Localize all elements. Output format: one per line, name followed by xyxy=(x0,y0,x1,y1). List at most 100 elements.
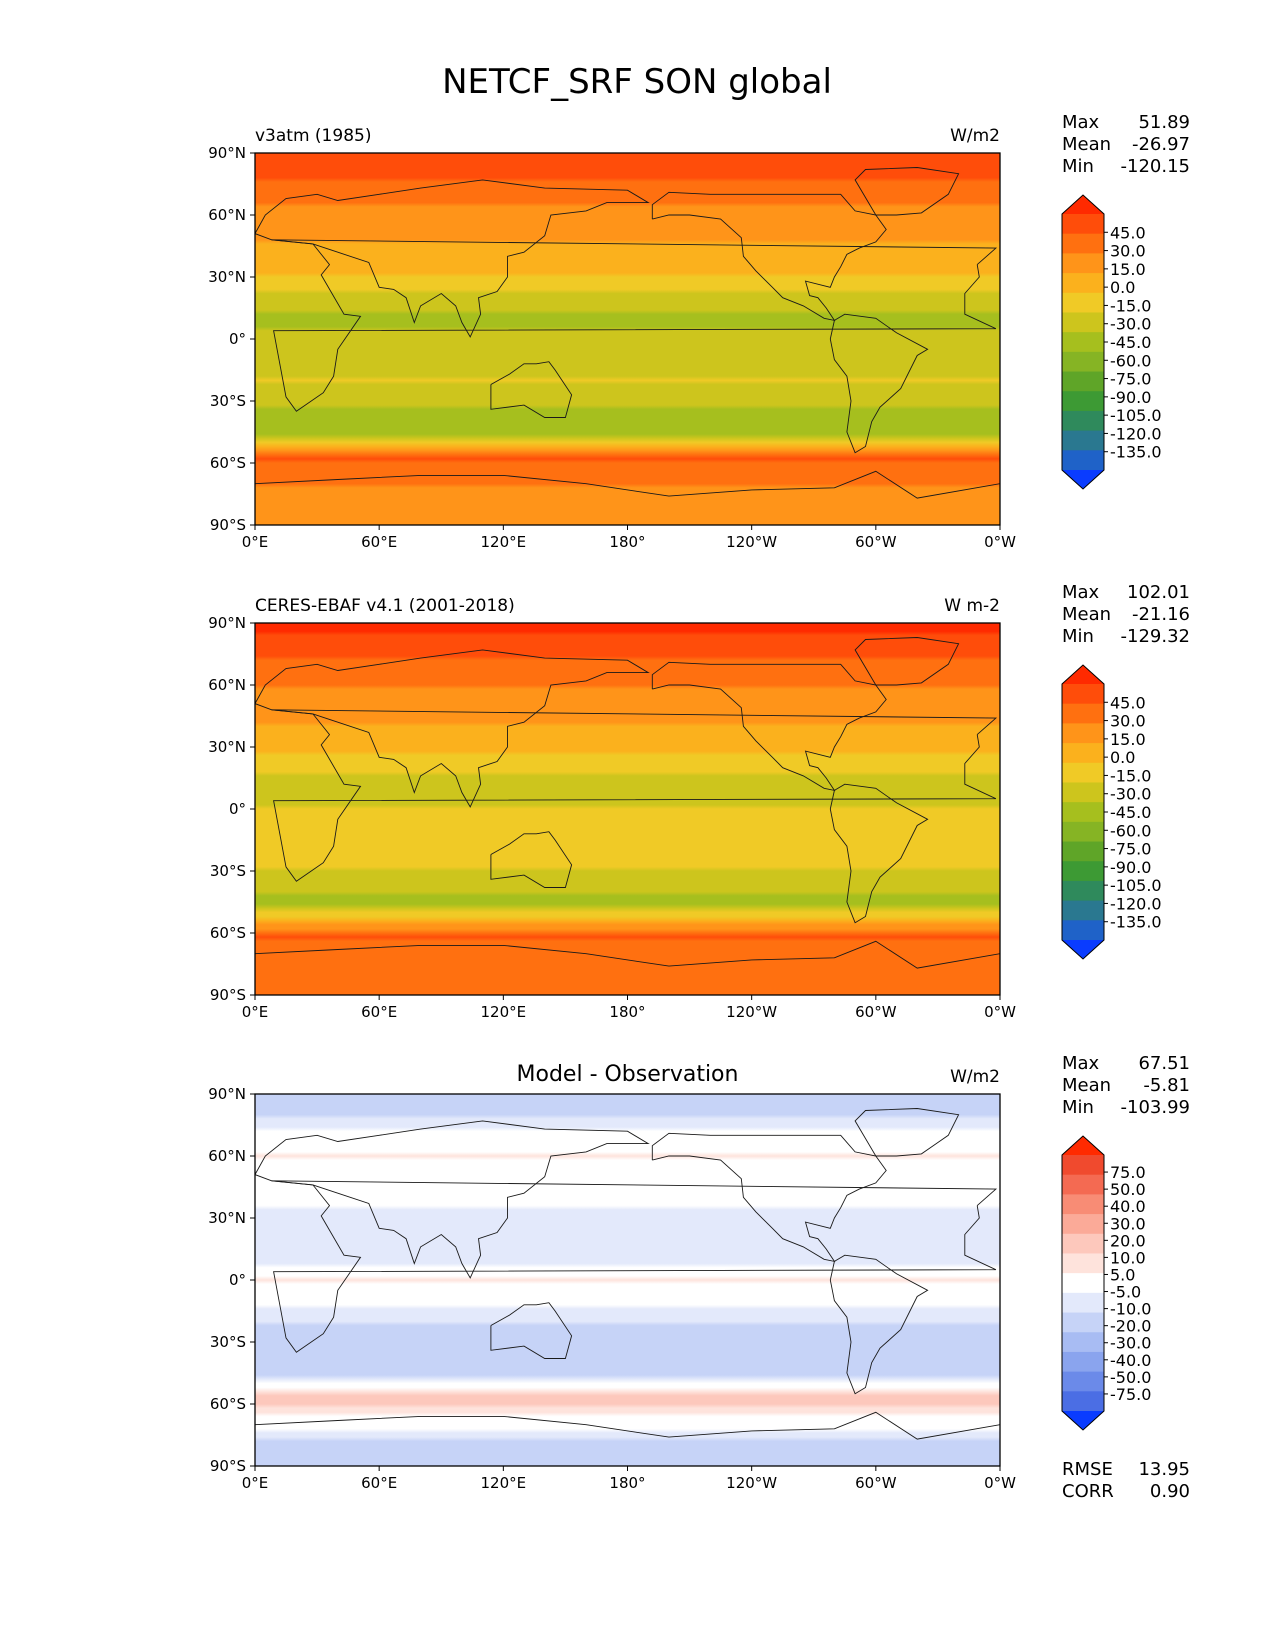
y-tick-label: 0° xyxy=(229,800,246,818)
colorbar-bin xyxy=(1062,1194,1104,1215)
colorbar-extend-min xyxy=(1062,1411,1104,1430)
x-tick-label: 0°E xyxy=(242,533,269,551)
y-tick-label: 30°S xyxy=(210,1333,246,1351)
y-tick-label: 30°N xyxy=(208,1209,246,1227)
colorbar-bin xyxy=(1062,430,1104,451)
colorbar-bin xyxy=(1062,1253,1104,1274)
x-tick-label: 0°W xyxy=(984,533,1016,551)
colorbar-tick-label: -105.0 xyxy=(1110,876,1162,895)
colorbar-tick-label: -120.0 xyxy=(1110,894,1162,913)
y-tick-label: 30°S xyxy=(210,392,246,410)
colorbar-tick-label: -20.0 xyxy=(1110,1317,1151,1336)
y-tick-label: 90°N xyxy=(208,1085,246,1103)
colorbar-bin xyxy=(1062,332,1104,353)
y-tick-label: 90°N xyxy=(208,614,246,632)
colorbar-bin xyxy=(1062,1233,1104,1254)
panel-units-label: W/m2 xyxy=(950,1067,1000,1087)
x-tick-label: 0°E xyxy=(242,1474,269,1492)
map-panel-3: 0°E 60°E 120°E 180° 120°W 60°W 0°W 90°N 60°N 30°N… xyxy=(208,1053,1190,1502)
y-tick-label: 90°S xyxy=(210,986,246,1004)
x-tick-label: 180° xyxy=(609,533,645,551)
colorbar-tick-label: -30.0 xyxy=(1110,315,1151,334)
colorbar-bin xyxy=(1062,762,1104,783)
colorbar-tick-label: -45.0 xyxy=(1110,333,1151,352)
colorbar-outline xyxy=(1061,1135,1105,1431)
panel-left-label: CERES-EBAF v4.1 (2001-2018) xyxy=(255,596,515,616)
colorbar-tick-label: 40.0 xyxy=(1110,1197,1146,1216)
map-panel-2: 0°E 60°E 120°E 180° 120°W 60°W 0°W 90°N 60°N 30°N… xyxy=(208,582,1190,1021)
y-tick-label: 0° xyxy=(229,330,246,348)
colorbar-tick-label: 30.0 xyxy=(1110,1214,1146,1233)
colorbar-tick-label: -60.0 xyxy=(1110,351,1151,370)
x-tick-label: 120°E xyxy=(481,1474,527,1492)
stat-value: -103.99 xyxy=(1121,1097,1190,1118)
y-tick-label: 30°N xyxy=(208,268,246,286)
colorbar-bin xyxy=(1062,743,1104,764)
colorbar-bin xyxy=(1062,684,1104,705)
y-tick-label: 60°S xyxy=(210,924,246,942)
colorbar-tick-label: -30.0 xyxy=(1110,785,1151,804)
x-tick-label: 60°W xyxy=(855,533,897,551)
coastlines xyxy=(255,1108,1000,1440)
colorbar-bin xyxy=(1062,703,1104,724)
colorbar-tick-label: 15.0 xyxy=(1110,730,1146,749)
y-tick-label: 90°N xyxy=(208,144,246,162)
stat-label: Max xyxy=(1062,112,1100,133)
colorbar-bin xyxy=(1062,391,1104,412)
stat-label: Max xyxy=(1062,582,1100,603)
colorbar-tick-label: 45.0 xyxy=(1110,693,1146,712)
y-tick-label: 60°N xyxy=(208,676,246,694)
colorbar-bin xyxy=(1062,371,1104,392)
coastline-3 xyxy=(490,1302,573,1359)
x-tick-label: 120°W xyxy=(726,1003,777,1021)
colorbar-extend-min xyxy=(1062,470,1104,489)
colorbar-tick-label: 0.0 xyxy=(1110,278,1135,297)
coastlines xyxy=(255,637,1000,969)
coastline-1 xyxy=(271,239,998,412)
map-field xyxy=(255,1094,1000,1466)
colorbar-bin xyxy=(1062,233,1104,254)
x-tick-label: 60°E xyxy=(361,1474,397,1492)
colorbar-tick-label: -50.0 xyxy=(1110,1368,1151,1387)
colorbar-tick-label: -75.0 xyxy=(1110,1385,1151,1404)
coastline-5 xyxy=(651,1132,887,1263)
coastline-6 xyxy=(854,167,960,216)
colorbar-tick-label: 15.0 xyxy=(1110,260,1146,279)
x-tick-label: 180° xyxy=(609,1474,645,1492)
colorbar-tick-label: -40.0 xyxy=(1110,1351,1151,1370)
y-tick-label: 90°S xyxy=(210,1457,246,1475)
colorbar-bin xyxy=(1062,920,1104,941)
colorbar-bin xyxy=(1062,861,1104,882)
colorbar-tick-label: 20.0 xyxy=(1110,1231,1146,1250)
x-tick-label: 180° xyxy=(609,1003,645,1021)
colorbar-bin xyxy=(1062,821,1104,843)
x-tick-label: 120°E xyxy=(481,1003,527,1021)
colorbar-extend-max xyxy=(1062,1136,1104,1155)
map-field xyxy=(255,623,1000,995)
colorbar-tick-label: 5.0 xyxy=(1110,1265,1135,1284)
colorbar-tick-label: -15.0 xyxy=(1110,766,1151,785)
colorbar-bin xyxy=(1062,1351,1104,1373)
stat-value: -26.97 xyxy=(1132,134,1190,155)
x-tick-label: 120°E xyxy=(481,533,527,551)
map-panel-1: 0°E 60°E 120°E 180° 120°W 60°W 0°W 90°N 60°N 30°N… xyxy=(208,112,1190,551)
colorbar-bin xyxy=(1062,880,1104,902)
colorbar-tick-label: 30.0 xyxy=(1110,712,1146,731)
colorbar: 45.030.015.00.0-15.0-30.0-45.0-60.0-75.0… xyxy=(1061,194,1162,490)
metric-value: 13.95 xyxy=(1138,1459,1190,1480)
colorbar-outline xyxy=(1061,194,1105,490)
colorbar-bin xyxy=(1062,351,1104,373)
stat-label: Mean xyxy=(1062,134,1111,155)
colorbar-tick-label: -120.0 xyxy=(1110,424,1162,443)
coastline-5 xyxy=(651,191,887,322)
stat-value: -5.81 xyxy=(1143,1075,1190,1096)
colorbar-tick-label: -60.0 xyxy=(1110,821,1151,840)
x-tick-label: 60°W xyxy=(855,1474,897,1492)
coastline-6 xyxy=(854,1108,960,1157)
panel-left-label: v3atm (1985) xyxy=(255,126,371,146)
colorbar-outline xyxy=(1061,664,1105,960)
colorbar: 45.030.015.00.0-15.0-30.0-45.0-60.0-75.0… xyxy=(1061,664,1162,960)
y-tick-label: 60°S xyxy=(210,454,246,472)
coastline-6 xyxy=(854,637,960,686)
